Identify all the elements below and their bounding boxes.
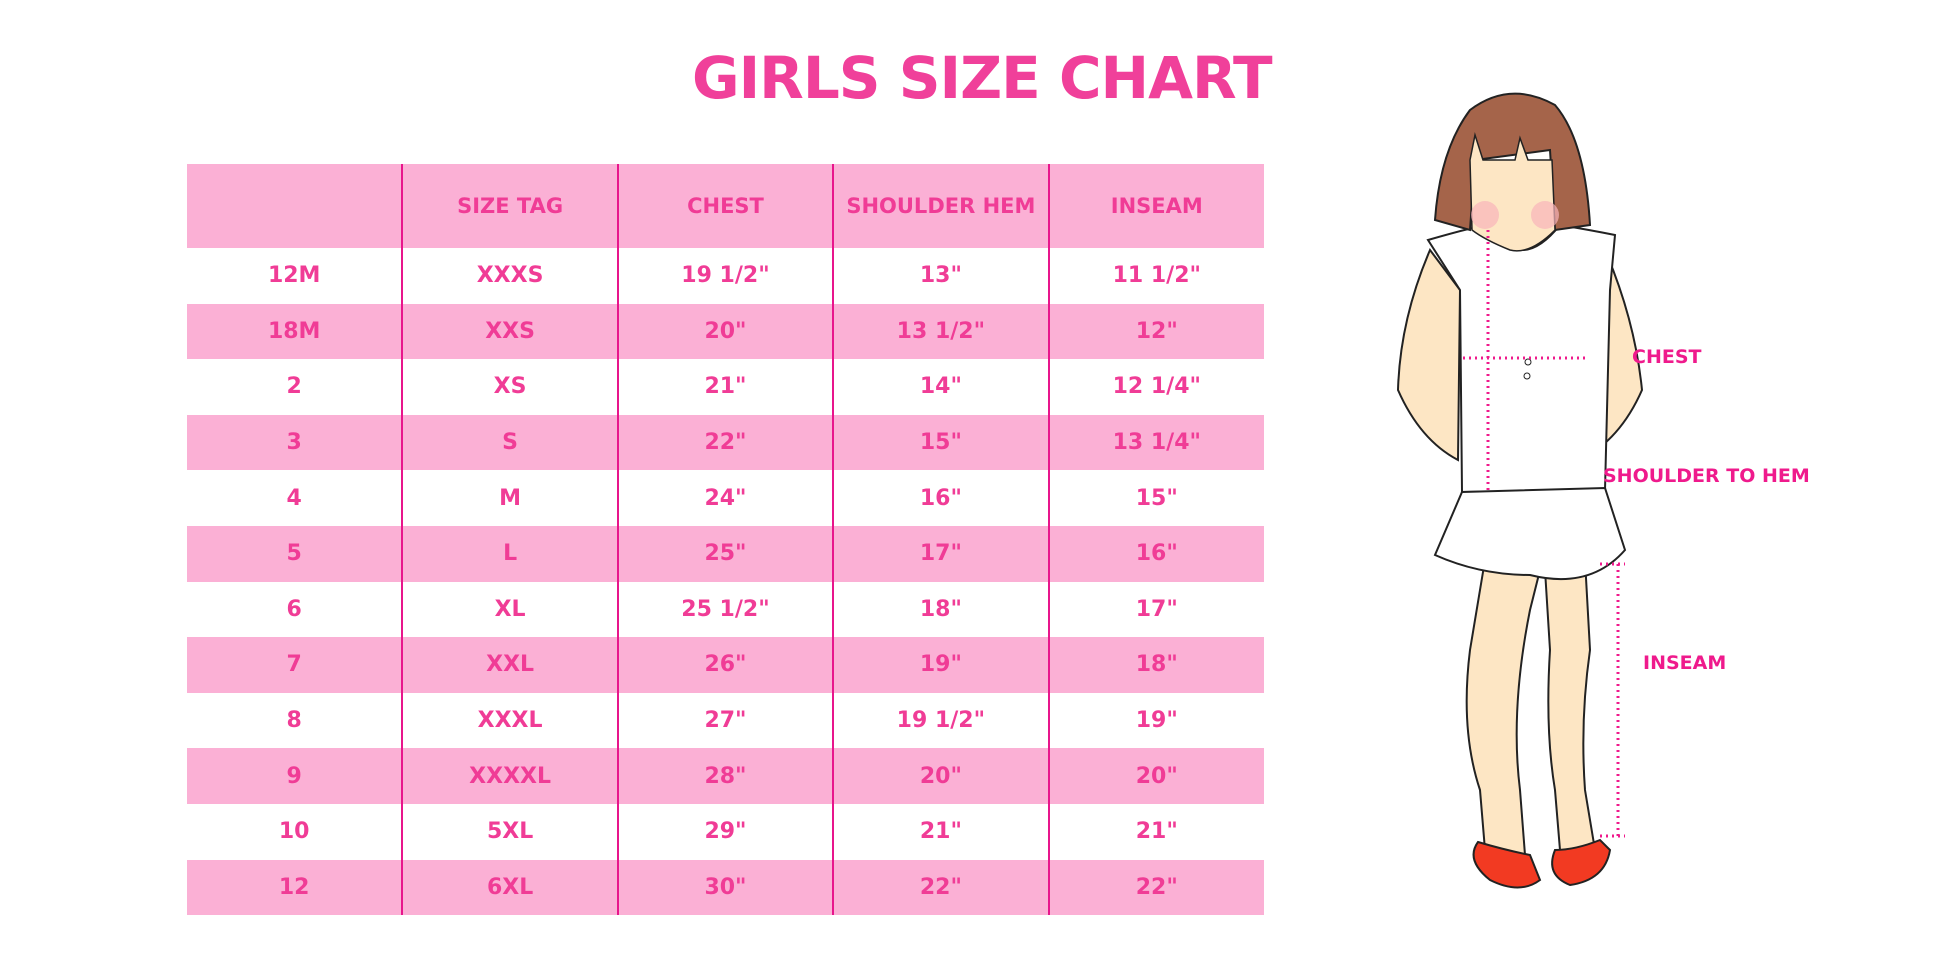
cell-shoulder-hem: 19 1/2" [832,692,1049,749]
page-title: GIRLS SIZE CHART [692,44,1273,112]
right-shoe [1551,838,1612,887]
cell-size: 7 [187,637,403,693]
cell-size-tag: XXXS [401,248,618,304]
cell-size: 5 [187,525,403,582]
cell-shoulder-hem: 19" [832,637,1049,693]
cell-chest: 27" [616,692,834,749]
cell-size: 12 [187,859,403,916]
header-size-tag: SIZE TAG [401,164,618,248]
cell-size: 2 [286,374,302,400]
cell-chest: 19 1/2" [616,248,834,304]
cell-chest: 28" [616,748,834,804]
cell-size-tag: XXXXL [401,748,618,804]
child-figure [1396,92,1644,889]
table-header-row: SIZE TAG CHEST SHOULDER HEM INSEAM [187,164,1264,248]
cell-size-tag: M [401,470,618,526]
cell-inseam: 12 1/4" [1047,359,1264,415]
cell-inseam: 18" [1047,637,1264,693]
cell-shoulder-hem: 20" [832,748,1049,804]
table-row: 2 XS 21" 14" 12 1/4" [187,359,1264,415]
table-row: 12M XXXS 19 1/2" 13" 11 1/2" [187,248,1264,304]
cell-chest: 29" [616,803,834,860]
right-leg [1543,558,1597,851]
table-row: 3 S 22" 15" 13 1/4" [187,414,1264,471]
cell-size-tag: XXXL [401,692,618,749]
table-row: 10 5XL 29" 21" 21" [187,803,1264,860]
cell-shoulder-hem: 18" [832,581,1049,638]
table-row: 6 XL 25 1/2" 18" 17" [187,581,1264,638]
table-row: 18M XXS 20" 13 1/2" 12" [187,303,1264,360]
cell-size-tag: 6XL [401,859,618,916]
cell-shoulder-hem: 14" [832,359,1049,415]
cell-size: 10 [278,819,310,845]
cell-shoulder-hem: 13" [832,248,1049,304]
cell-shoulder-hem: 13 1/2" [832,303,1049,360]
cell-size-tag: XS [401,359,618,415]
cell-inseam: 19" [1047,692,1264,749]
left-leg [1465,558,1542,857]
cell-size: 9 [187,748,403,804]
cell-inseam: 20" [1047,748,1264,804]
cell-size-tag: XXS [401,303,618,360]
table-row: 7 XXL 26" 19" 18" [187,637,1264,693]
hair [1433,92,1592,232]
cell-inseam: 13 1/4" [1047,414,1264,471]
cell-chest: 24" [616,470,834,526]
cell-inseam: 12" [1047,303,1264,360]
left-shoe [1472,840,1542,889]
table-row: 9 XXXXL 28" 20" 20" [187,748,1264,804]
left-arm [1396,248,1462,462]
cheek-left [1471,201,1499,229]
button [1524,358,1532,366]
cell-chest: 25" [616,525,834,582]
dress-skirt [1433,486,1627,581]
cell-size: 12M [267,263,321,289]
cell-chest: 25 1/2" [616,581,834,638]
table-row: 12 6XL 30" 22" 22" [187,859,1264,916]
cell-inseam: 11 1/2" [1047,248,1264,304]
cell-chest: 21" [616,359,834,415]
cell-size-tag: XXL [401,637,618,693]
cell-size: 4 [286,485,302,511]
cell-shoulder-hem: 17" [832,525,1049,582]
child-measurement-illustration [1380,90,1800,914]
cell-chest: 20" [616,303,834,360]
shoulder-to-hem-label: SHOULDER TO HEM [1603,465,1810,487]
header-inseam: INSEAM [1047,164,1264,248]
cell-inseam: 17" [1047,581,1264,638]
cell-size: 3 [187,414,403,471]
cell-inseam: 21" [1047,803,1264,860]
cell-chest: 22" [616,414,834,471]
table-row: 5 L 25" 17" 16" [187,525,1264,582]
cell-shoulder-hem: 21" [832,803,1049,860]
cell-chest: 30" [616,859,834,916]
table-row: 8 XXXL 27" 19 1/2" 19" [187,692,1264,749]
cell-inseam: 15" [1047,470,1264,526]
inseam-label: INSEAM [1643,652,1727,674]
cell-size: 18M [187,303,403,360]
cell-size: 8 [286,708,302,734]
cell-shoulder-hem: 22" [832,859,1049,916]
cheek-right [1531,201,1559,229]
cell-inseam: 16" [1047,525,1264,582]
cell-shoulder-hem: 16" [832,470,1049,526]
cell-chest: 26" [616,637,834,693]
cell-size: 6 [286,596,302,622]
size-chart-table: SIZE TAG CHEST SHOULDER HEM INSEAM 12M XX… [187,164,1264,916]
cell-shoulder-hem: 15" [832,414,1049,471]
cell-size-tag: L [401,525,618,582]
cell-inseam: 22" [1047,859,1264,916]
cell-size-tag: S [401,414,618,471]
cell-size-tag: 5XL [401,803,618,860]
chest-label: CHEST [1632,346,1702,368]
cell-size-tag: XL [401,581,618,638]
header-chest: CHEST [616,164,834,248]
header-shoulder-hem: SHOULDER HEM [832,164,1049,248]
table-row: 4 M 24" 16" 15" [187,470,1264,526]
header-size [187,164,403,248]
button [1523,372,1531,380]
